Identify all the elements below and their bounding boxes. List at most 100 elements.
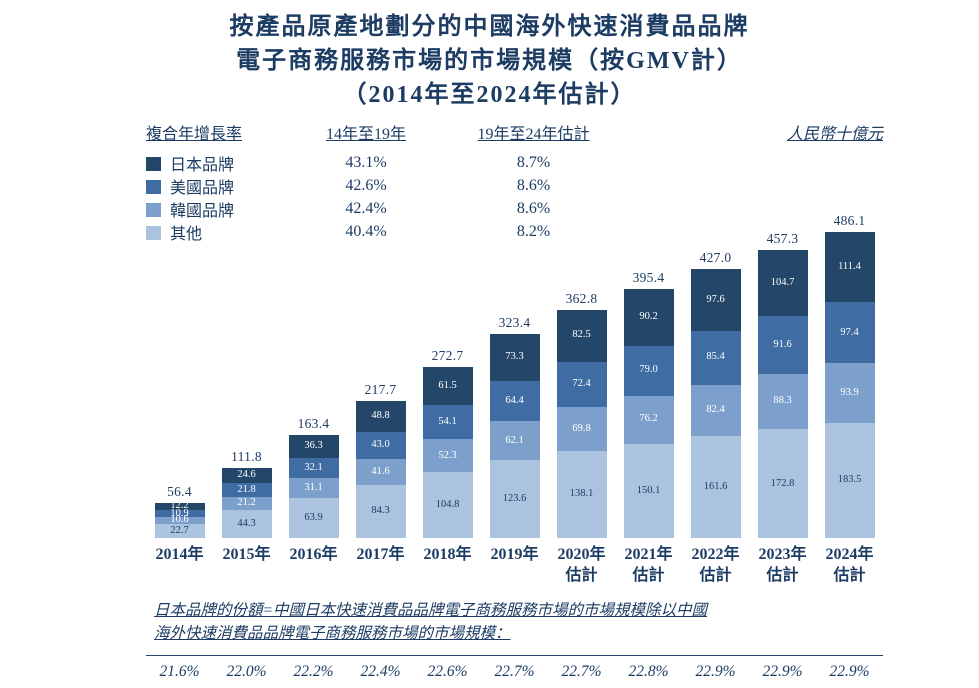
bar-column: 163.4 36.3 32.1 31.1 63.9: [280, 213, 347, 539]
bar-segment-others: 84.3: [355, 485, 406, 539]
bar-segment-us-brands: 10.9: [154, 508, 205, 518]
chart-title-line1: 按產品原產地劃分的中國海外快速消費品品牌: [229, 14, 750, 40]
chart-title-line3: （2014年至2024年估計）: [342, 82, 637, 109]
bar-segment-us-brands: 79.0: [623, 345, 674, 396]
bar-segment-others: 104.8: [422, 472, 473, 539]
legend-label-cell: 韓國品牌: [146, 197, 296, 221]
bar-stack: 24.6 21.8 21.2 44.3: [221, 467, 272, 539]
bar-segment-japan-brands: 61.5: [422, 366, 473, 406]
bar-column: 395.4 90.2 79.0 76.2 150.1: [615, 213, 682, 539]
bar-segment-us-brands: 72.4: [556, 361, 607, 408]
bar-segment-japan-brands: 82.5: [556, 309, 607, 362]
bar-segment-others: 150.1: [623, 443, 674, 539]
bar-segment-others: 172.8: [757, 429, 808, 539]
legend-label-cell: 其他: [146, 220, 296, 244]
bar-segment-japan-brands: 111.4: [824, 231, 875, 303]
legend-header-period2: 19年至24年估計: [477, 126, 590, 144]
x-axis-labels: 2014年 2015年 2016年 2017年 2018年 2019年 2020年 估計 202…: [146, 545, 883, 587]
bar-segment-others: 44.3: [221, 510, 272, 539]
bar-segment-korea-brands: 82.4: [690, 384, 741, 437]
bar-segment-others: 22.7: [154, 523, 205, 539]
chart-area: 複合年增長率 14年至19年 19年至24年估計 人民幣十億元 日本品牌 43.1…: [146, 120, 883, 539]
bar-total-label: 427.0: [699, 250, 732, 266]
legend-swatch: [146, 180, 161, 195]
bar-column: 323.4 73.3 64.4 62.1 123.6: [481, 213, 548, 539]
legend-cagr-14-19: 40.4%: [345, 223, 387, 241]
x-axis-label: 2022年 估計: [691, 546, 740, 585]
bar-segment-japan-brands: 36.3: [288, 435, 339, 459]
bar-segment-us-brands: 64.4: [489, 380, 540, 422]
bar-stack: 61.5 54.1 52.3 104.8: [422, 366, 473, 539]
legend-cagr-19-24: 8.6%: [516, 200, 551, 218]
bar-stack: 36.3 32.1 31.1 63.9: [288, 435, 339, 539]
unit-label: 人民幣十億元: [786, 126, 883, 144]
legend-label: 日本品牌: [170, 157, 235, 175]
x-axis-label: 2017年: [356, 546, 405, 564]
bar-total-label: 163.4: [297, 416, 330, 432]
bar-total-label: 56.4: [167, 483, 192, 499]
bars-row: 56.4 12.2 10.9 10.6 22.7 111.8 24.6 21.8 21.2 44.…: [146, 212, 883, 539]
bar-segment-japan-brands: 24.6: [221, 467, 272, 484]
legend-label: 韓國品牌: [170, 203, 235, 221]
bar-segment-us-brands: 21.8: [221, 483, 272, 497]
chart-title-line2: 電子商務服務市場的市場規模（按GMV計）: [236, 48, 743, 75]
footnote-line2: 海外快速消費品品牌電子商務服務市場的市場規模：: [154, 625, 511, 643]
bar-segment-korea-brands: 10.6: [154, 515, 205, 525]
bar-segment-us-brands: 54.1: [422, 405, 473, 440]
bar-segment-us-brands: 32.1: [288, 458, 339, 479]
bar-segment-japan-brands: 104.7: [757, 250, 808, 317]
bar-segment-others: 138.1: [556, 451, 607, 539]
legend-label-cell: 日本品牌: [146, 151, 296, 175]
bar-segment-japan-brands: 12.2: [154, 501, 205, 511]
bar-total-label: 457.3: [766, 231, 799, 247]
bar-segment-korea-brands: 88.3: [757, 373, 808, 430]
legend-row: 其他 40.4% 8.2%: [146, 220, 883, 243]
bar-segment-others: 161.6: [690, 436, 741, 539]
japan-share-value: 22.7%: [494, 662, 535, 680]
bar-column: 217.7 48.8 43.0 41.6 84.3: [347, 213, 414, 539]
japan-share-section: 21.6% 22.0% 22.2% 22.4% 22.6% 22.7% 22.7% 22.8%…: [146, 654, 883, 688]
legend-swatch: [146, 157, 161, 172]
bar-column: 457.3 104.7 91.6 88.3 172.8: [749, 213, 816, 539]
bar-total-label: 486.1: [833, 212, 866, 228]
japan-share-value: 22.9%: [829, 662, 870, 680]
bar-stack: 48.8 43.0 41.6 84.3: [355, 401, 406, 539]
legend-header: 複合年增長率 14年至19年 19年至24年估計 人民幣十億元: [146, 120, 883, 144]
legend-header-metric: 複合年增長率: [146, 126, 243, 144]
chart-title: 按產品原產地劃分的中國海外快速消費品品牌 電子商務服務市場的市場規模（按GMV計…: [0, 0, 979, 112]
bar-segment-korea-brands: 93.9: [824, 363, 875, 423]
x-axis-label: 2018年: [423, 546, 472, 564]
bar-segment-japan-brands: 73.3: [489, 334, 540, 381]
bar-segment-japan-brands: 48.8: [355, 401, 406, 432]
x-axis-label: 2020年 估計: [557, 546, 606, 585]
bar-column: 272.7 61.5 54.1 52.3 104.8: [414, 213, 481, 539]
bar-segment-us-brands: 85.4: [690, 330, 741, 385]
bar-segment-korea-brands: 69.8: [556, 407, 607, 452]
x-axis-label: 2021年 估計: [624, 546, 673, 585]
x-axis-label: 2015年: [222, 546, 271, 564]
legend-header-period1: 14年至19年: [325, 126, 406, 144]
bar-stack: 111.4 97.4 93.9 183.5: [824, 231, 875, 539]
bar-segment-us-brands: 43.0: [355, 431, 406, 459]
legend-swatch: [146, 226, 161, 241]
legend-cagr-19-24: 8.2%: [516, 223, 551, 241]
bar-segment-korea-brands: 21.2: [221, 496, 272, 511]
japan-share-value: 22.7%: [561, 662, 602, 680]
bar-segment-us-brands: 91.6: [757, 316, 808, 374]
bar-segment-others: 183.5: [824, 422, 875, 539]
x-axis-label: 2019年: [490, 546, 539, 564]
bar-column: 362.8 82.5 72.4 69.8 138.1: [548, 213, 615, 539]
japan-share-value: 22.8%: [628, 662, 669, 680]
bar-stack: 73.3 64.4 62.1 123.6: [489, 334, 540, 539]
legend-label-cell: 美國品牌: [146, 174, 296, 198]
legend: 複合年增長率 14年至19年 19年至24年估計 人民幣十億元 日本品牌 43.1…: [146, 120, 883, 243]
bar-segment-korea-brands: 62.1: [489, 421, 540, 461]
japan-share-value: 22.0%: [226, 662, 267, 680]
bar-total-label: 272.7: [431, 347, 464, 363]
x-axis-label: 2023年 估計: [758, 546, 807, 585]
bar-stack: 104.7 91.6 88.3 172.8: [757, 250, 808, 539]
legend-row: 韓國品牌 42.4% 8.6%: [146, 197, 883, 220]
bar-column: 56.4 12.2 10.9 10.6 22.7: [146, 213, 213, 539]
japan-share-value: 22.9%: [695, 662, 736, 680]
footnote: 日本品牌的份額=中國日本快速消費品品牌電子商務服務市場的市場規模除以中國 海外快…: [146, 599, 883, 646]
